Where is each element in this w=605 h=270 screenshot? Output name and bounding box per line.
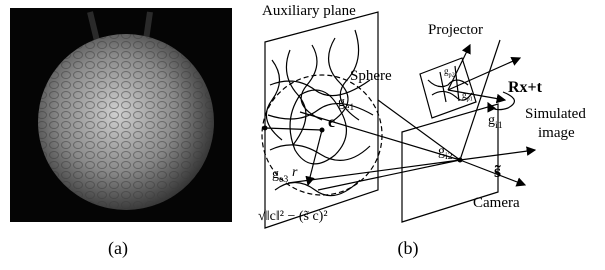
photo: [10, 8, 232, 222]
point-subscript: p1: [467, 96, 473, 103]
caption: (b): [398, 238, 419, 259]
point-subscript: i2: [445, 151, 453, 162]
formula: √‖c‖² − (s̃ c)²: [258, 209, 328, 224]
point-subscript: e1: [345, 102, 354, 113]
figure: (a) Auxiliary plane Projector Sphere c r…: [0, 0, 605, 270]
point-label: gp2: [444, 66, 455, 79]
label: c: [328, 114, 335, 131]
label: Auxiliary plane: [262, 3, 356, 19]
point-base: g: [438, 144, 445, 159]
label: s̃: [494, 161, 501, 181]
label: image: [538, 125, 575, 141]
point-label: gi1: [488, 113, 503, 131]
label: Camera: [473, 195, 520, 211]
label: r: [292, 165, 298, 180]
label: Projector: [428, 22, 483, 38]
point-base: g: [488, 113, 495, 128]
point-label: gi2: [438, 144, 453, 162]
label: Rx+t: [508, 79, 543, 96]
point-label: ge3: [272, 167, 288, 185]
point-subscript: i1: [495, 120, 503, 131]
point-label: gp1: [462, 90, 473, 103]
point-subscript: p2: [449, 72, 455, 79]
caption: (a): [108, 238, 128, 259]
label: Simulated: [525, 106, 586, 122]
point-base: g: [272, 167, 279, 182]
point-subscript: e3: [279, 174, 288, 185]
point-base: g: [338, 95, 345, 110]
label: Sphere: [350, 68, 392, 84]
